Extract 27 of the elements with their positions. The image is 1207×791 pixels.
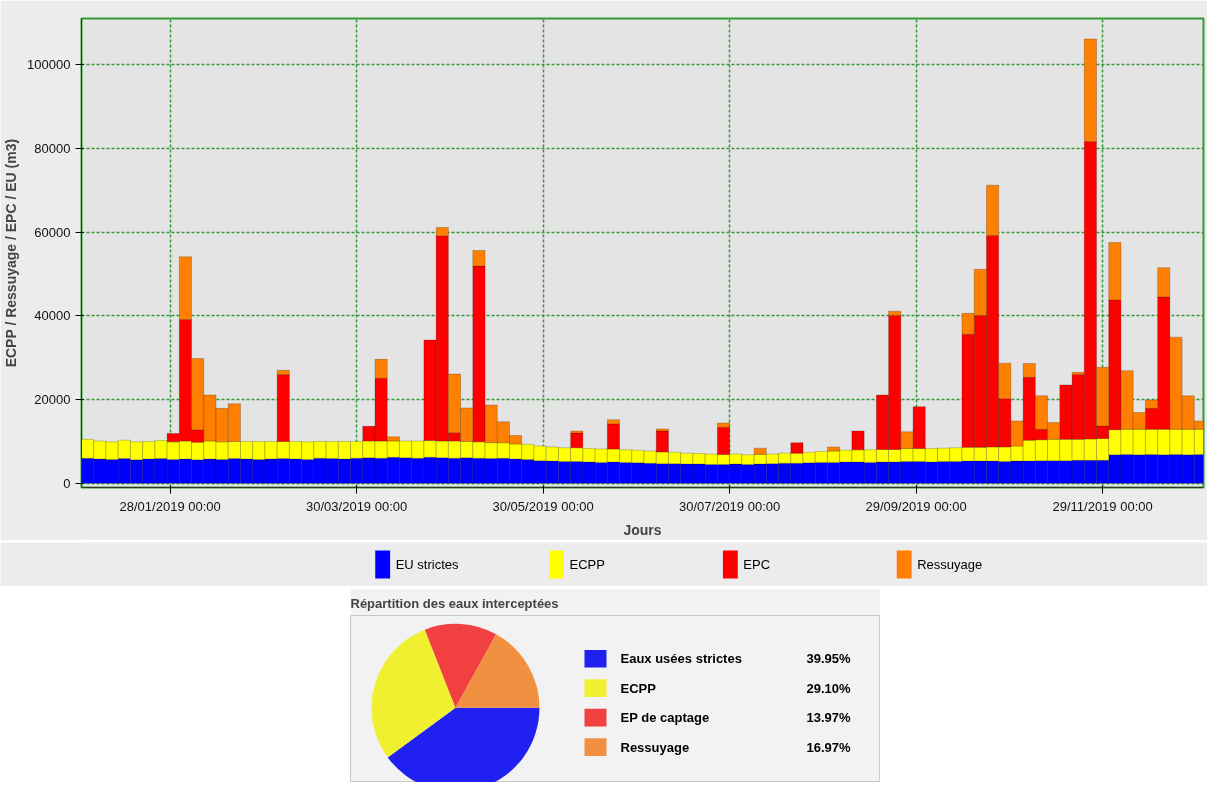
x-tick-label: 28/01/2019 00:00 [119, 498, 221, 514]
legend-label: ECPP [569, 557, 605, 572]
x-tick-label: 30/07/2019 00:00 [679, 498, 781, 514]
legend-label: EP de captage [620, 710, 710, 726]
data-label: 39.95% [806, 651, 852, 667]
x-tick-label: 30/03/2019 00:00 [306, 498, 408, 514]
chart-title: Répartition des eaux interceptées [350, 595, 559, 611]
y-tick-label: 0 [63, 475, 71, 491]
y-axis-title: ECPP / Ressuyage / EPC / EU (m3) [3, 138, 20, 368]
x-axis-title: Jours [623, 521, 662, 538]
legend-label: EPC [743, 557, 771, 572]
y-tick-label: 20000 [34, 392, 71, 408]
y-tick-label: 60000 [34, 224, 71, 240]
legend-label: Eaux usées strictes [620, 651, 742, 667]
x-tick-label: 30/05/2019 00:00 [492, 498, 594, 514]
legend-label: Ressuyage [620, 739, 690, 755]
y-tick-label: 80000 [34, 140, 71, 156]
data-label: 16.97% [806, 739, 852, 755]
x-tick-label: 29/11/2019 00:00 [1052, 498, 1153, 514]
data-label: 13.97% [806, 710, 852, 726]
y-tick-label: 100000 [27, 57, 71, 73]
x-tick-label: 29/09/2019 00:00 [865, 498, 967, 514]
legend-label: EU strictes [395, 557, 460, 572]
y-tick-label: 40000 [34, 308, 71, 324]
legend-label: ECPP [620, 680, 657, 696]
data-label: 29.10% [806, 680, 852, 696]
legend-label: Ressuyage [917, 557, 983, 572]
